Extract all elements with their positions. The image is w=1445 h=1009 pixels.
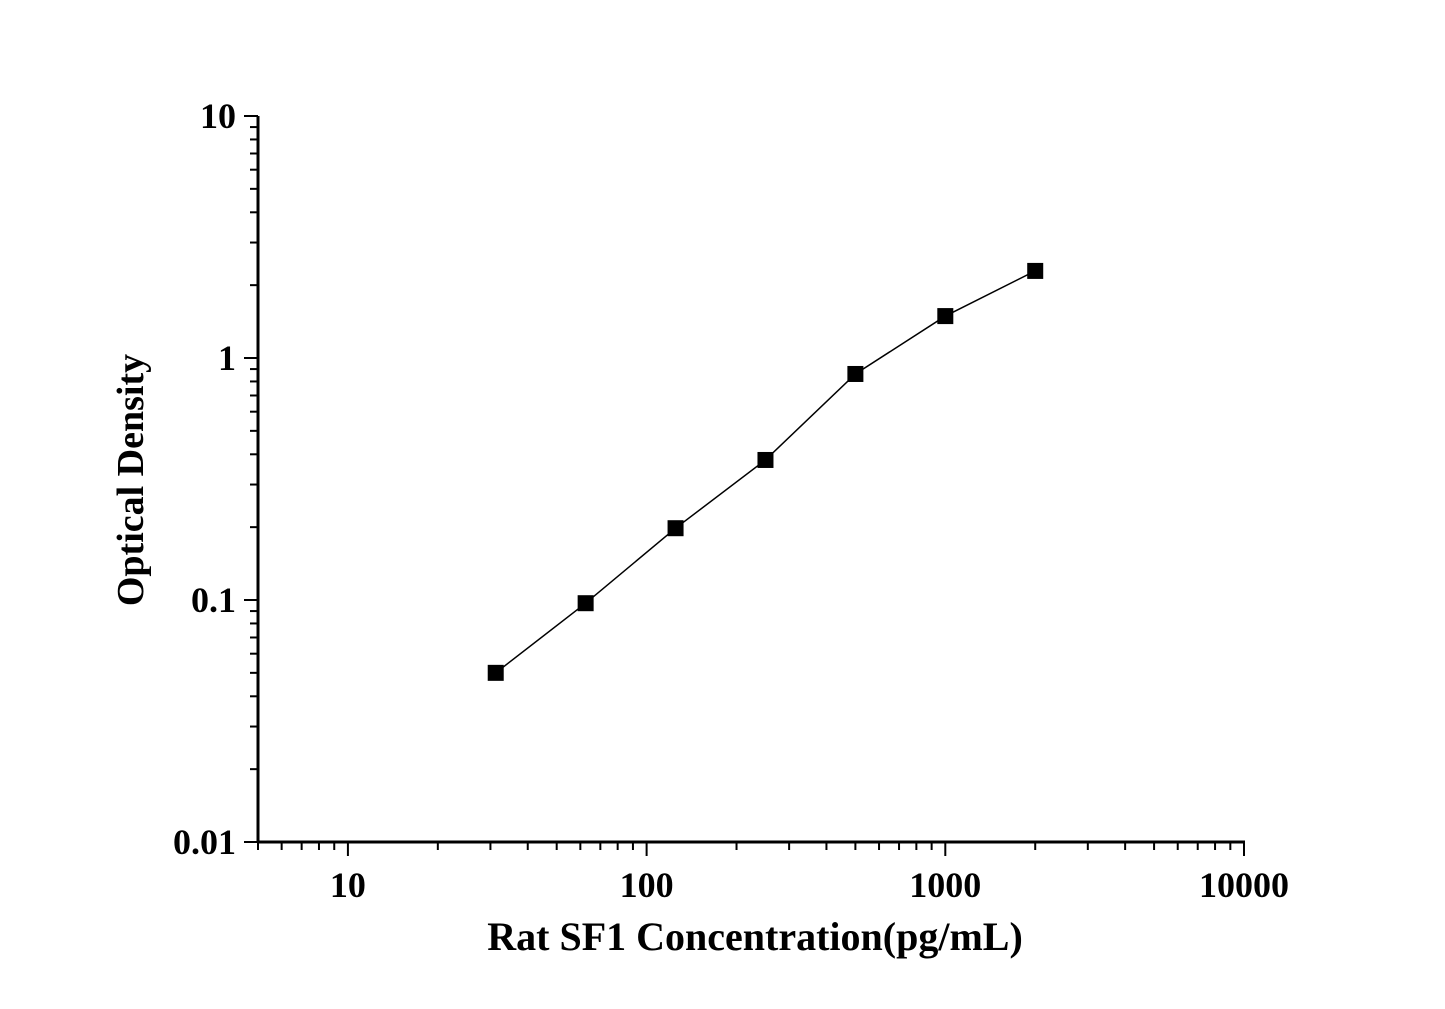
x-tick-label: 10000 <box>1199 865 1289 905</box>
y-tick-labels: 0.01 0.1 1 10 <box>173 96 236 862</box>
y-tick-label: 1 <box>218 338 236 378</box>
x-tick-label: 100 <box>620 865 674 905</box>
data-point <box>1027 262 1044 279</box>
y-tick-label: 10 <box>200 96 236 136</box>
x-tick-label: 10 <box>330 865 366 905</box>
y-axis-label: Optical Density <box>110 354 152 606</box>
x-tick-label: 1000 <box>909 865 981 905</box>
data-point <box>487 664 504 681</box>
data-point <box>577 595 594 612</box>
data-point <box>667 520 684 537</box>
series-line <box>495 270 1036 674</box>
data-point <box>757 451 774 468</box>
x-tick-labels: 10 100 1000 10000 <box>330 865 1289 905</box>
data-point <box>847 365 864 382</box>
y-tick-label: 0.1 <box>191 580 236 620</box>
axes <box>244 115 1245 856</box>
data-point <box>937 308 954 325</box>
y-tick-label: 0.01 <box>173 822 236 862</box>
x-axis-label: Rat SF1 Concentration(pg/mL) <box>487 914 1023 959</box>
series <box>487 262 1044 681</box>
